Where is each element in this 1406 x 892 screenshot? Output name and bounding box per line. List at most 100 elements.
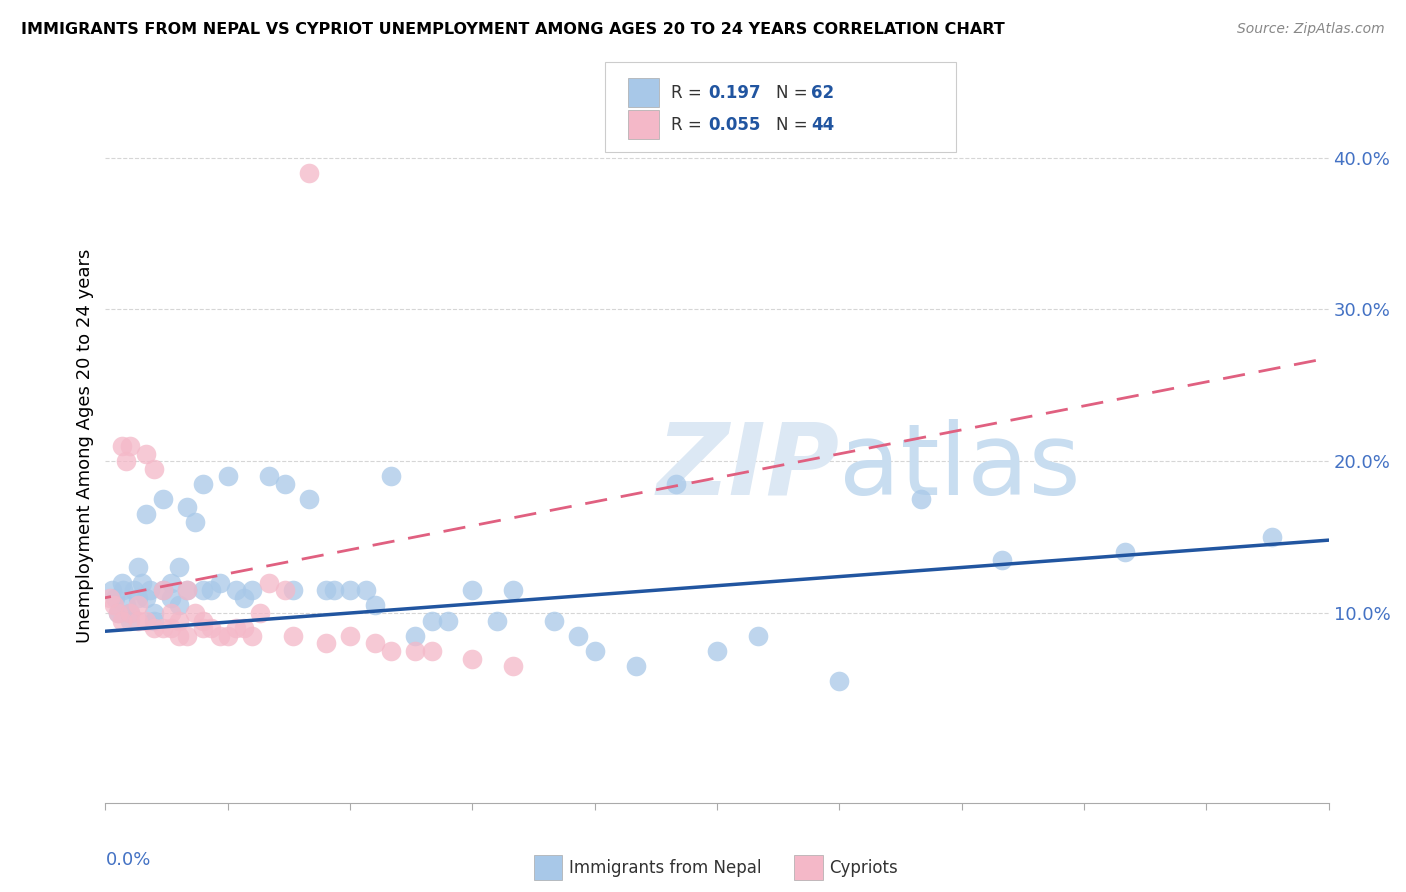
Point	[257, 469, 280, 483]
Point	[828, 674, 851, 689]
Point	[184, 606, 207, 620]
Point	[111, 614, 134, 628]
Text: ZIP: ZIP	[657, 419, 839, 516]
Point	[991, 553, 1014, 567]
Text: 44: 44	[811, 116, 835, 134]
Point	[217, 469, 239, 483]
Point	[103, 599, 125, 613]
Point	[217, 629, 239, 643]
Point	[437, 614, 460, 628]
Point	[115, 454, 138, 468]
Point	[240, 629, 263, 643]
Point	[1114, 545, 1136, 559]
Text: 0.055: 0.055	[709, 116, 761, 134]
Point	[257, 575, 280, 590]
Point	[240, 583, 263, 598]
Point	[404, 629, 426, 643]
Point	[127, 560, 149, 574]
Point	[322, 583, 344, 598]
Point	[118, 606, 141, 620]
Point	[193, 621, 215, 635]
Text: IMMIGRANTS FROM NEPAL VS CYPRIOT UNEMPLOYMENT AMONG AGES 20 TO 24 YEARS CORRELAT: IMMIGRANTS FROM NEPAL VS CYPRIOT UNEMPLO…	[21, 22, 1005, 37]
Point	[363, 636, 385, 650]
Point	[380, 644, 402, 658]
Point	[167, 629, 190, 643]
Point	[461, 583, 484, 598]
Point	[404, 644, 426, 658]
Point	[111, 575, 134, 590]
Point	[380, 469, 402, 483]
Point	[298, 492, 321, 507]
Text: 0.197: 0.197	[709, 84, 761, 102]
Point	[193, 477, 215, 491]
Point	[281, 629, 304, 643]
Point	[127, 591, 149, 605]
Point	[143, 621, 166, 635]
Point	[176, 500, 198, 514]
Point	[420, 614, 443, 628]
Point	[152, 583, 174, 598]
Point	[127, 614, 149, 628]
Point	[159, 606, 181, 620]
Point	[298, 166, 321, 180]
Point	[502, 659, 524, 673]
Point	[184, 515, 207, 529]
Point	[167, 560, 190, 574]
Point	[233, 591, 256, 605]
Point	[200, 583, 222, 598]
Point	[1260, 530, 1282, 544]
Point	[200, 621, 222, 635]
Point	[910, 492, 932, 507]
Text: atlas: atlas	[839, 419, 1081, 516]
Point	[315, 583, 337, 598]
Point	[135, 591, 157, 605]
Point	[127, 599, 149, 613]
Text: 0.0%: 0.0%	[105, 851, 150, 870]
Point	[567, 629, 589, 643]
Point	[143, 614, 166, 628]
Text: N =: N =	[776, 84, 813, 102]
Point	[152, 621, 174, 635]
Point	[118, 439, 141, 453]
Point	[107, 606, 129, 620]
Point	[339, 583, 361, 598]
Point	[152, 583, 174, 598]
Text: R =: R =	[671, 116, 707, 134]
Point	[461, 651, 484, 665]
Point	[104, 591, 127, 605]
Point	[583, 644, 606, 658]
Point	[135, 447, 157, 461]
Point	[543, 614, 565, 628]
Text: 62: 62	[811, 84, 834, 102]
Point	[98, 591, 121, 605]
Point	[208, 629, 231, 643]
Text: Immigrants from Nepal: Immigrants from Nepal	[569, 859, 762, 877]
Text: Cypriots: Cypriots	[830, 859, 898, 877]
Point	[112, 583, 135, 598]
Point	[135, 614, 157, 628]
Point	[118, 606, 141, 620]
Point	[315, 636, 337, 650]
Point	[485, 614, 508, 628]
Point	[706, 644, 728, 658]
Point	[135, 508, 157, 522]
Point	[249, 606, 271, 620]
Point	[159, 591, 181, 605]
Point	[143, 462, 166, 476]
Y-axis label: Unemployment Among Ages 20 to 24 years: Unemployment Among Ages 20 to 24 years	[76, 249, 94, 643]
Point	[193, 583, 215, 598]
Point	[122, 583, 145, 598]
Point	[107, 606, 129, 620]
Text: N =: N =	[776, 116, 813, 134]
Point	[152, 492, 174, 507]
Point	[118, 614, 141, 628]
Text: Source: ZipAtlas.com: Source: ZipAtlas.com	[1237, 22, 1385, 37]
Text: R =: R =	[671, 84, 707, 102]
Point	[363, 599, 385, 613]
Point	[131, 575, 153, 590]
Point	[159, 575, 181, 590]
Point	[167, 599, 190, 613]
Point	[167, 614, 190, 628]
Point	[176, 629, 198, 643]
Point	[502, 583, 524, 598]
